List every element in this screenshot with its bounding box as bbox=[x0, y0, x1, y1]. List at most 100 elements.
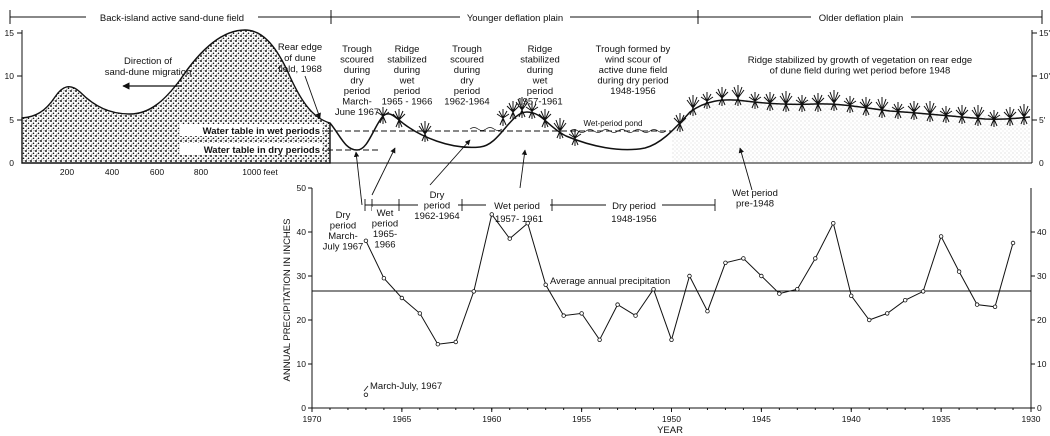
data-point bbox=[831, 220, 836, 226]
trough-1967-line: period bbox=[344, 86, 370, 97]
trough-1967-line: scoured bbox=[340, 55, 374, 66]
y-axis-label: ANNUAL PRECIPITATION IN INCHES bbox=[282, 219, 293, 382]
data-point bbox=[471, 289, 476, 294]
zone-bar: Back-island active sand-dune field Young… bbox=[9, 10, 1043, 24]
ridge-1957-line: period bbox=[527, 86, 553, 97]
vegetation-tuft bbox=[891, 102, 905, 119]
trough-1962-line: period bbox=[454, 86, 480, 97]
dry-1962-line: period bbox=[424, 201, 450, 212]
dry-1962-line: 1962-1964 bbox=[414, 211, 459, 222]
svg-text:Wet period: Wet period bbox=[494, 201, 540, 212]
migration-label: Direction of bbox=[124, 56, 172, 67]
vegetation-tuft bbox=[827, 90, 841, 111]
vegetation-tuft bbox=[673, 113, 687, 132]
vegetation bbox=[376, 85, 1031, 146]
vegetation-tuft bbox=[553, 118, 567, 139]
data-point bbox=[938, 234, 944, 239]
vegetation-tuft bbox=[1017, 104, 1031, 125]
x-tick-label: 1960 bbox=[482, 414, 501, 424]
vegetation-tuft bbox=[686, 95, 700, 116]
data-point bbox=[795, 287, 800, 292]
svg-text:1948-1956: 1948-1956 bbox=[611, 214, 656, 225]
svg-text:5: 5 bbox=[9, 115, 14, 125]
vegetation-tuft bbox=[748, 92, 762, 109]
ridge-1965-line: wet bbox=[399, 76, 415, 87]
svg-text:of dune: of dune bbox=[284, 53, 316, 64]
svg-text:5': 5' bbox=[1039, 115, 1046, 125]
trough-1967-line: dry bbox=[350, 76, 363, 87]
x-tick-label: 1940 bbox=[842, 414, 861, 424]
data-point bbox=[849, 293, 854, 298]
y-tick-label: 20 bbox=[297, 315, 307, 325]
data-point bbox=[561, 313, 566, 318]
x-tick-label: 1935 bbox=[932, 414, 951, 424]
zone-younger: Younger deflation plain bbox=[467, 13, 563, 24]
vegetation-tuft bbox=[795, 95, 809, 112]
ridge-1965-line: 1965 - 1966 bbox=[382, 97, 433, 108]
vegetation-tuft bbox=[955, 105, 969, 124]
vegetation-tuft bbox=[376, 107, 390, 124]
data-point bbox=[777, 291, 782, 296]
data-point bbox=[669, 337, 674, 342]
trough-1948-line: wind scour of bbox=[604, 55, 661, 66]
y-ticks-right: 0 10 20 30 40 bbox=[1031, 227, 1047, 413]
ridge-1965-line: stabilized bbox=[387, 55, 427, 66]
wet-pre1948-line: Wet period bbox=[732, 188, 778, 199]
data-point bbox=[741, 256, 746, 261]
data-point bbox=[597, 337, 602, 342]
vegetation-tuft bbox=[515, 97, 529, 118]
x-tick-label: 1955 bbox=[572, 414, 591, 424]
trough-1967-line: March- bbox=[342, 97, 372, 108]
data-point bbox=[417, 311, 423, 316]
x-tick-label: 1930 bbox=[1022, 414, 1041, 424]
ridge-1965-line: during bbox=[394, 65, 420, 76]
vegetation-tuft bbox=[971, 105, 985, 126]
x-axis-label: YEAR bbox=[657, 425, 683, 436]
trough-1967-line: during bbox=[344, 65, 370, 76]
data-point bbox=[902, 298, 908, 303]
zone-older: Older deflation plain bbox=[819, 13, 904, 24]
data-point bbox=[381, 276, 387, 281]
vegetation-tuft bbox=[987, 110, 1001, 127]
vegetation-tuft bbox=[731, 85, 745, 106]
y-tick-label-right: 20 bbox=[1037, 315, 1047, 325]
section-right-ticks: 15' 10' 5' 0 bbox=[1032, 28, 1050, 168]
trough-1948-line: during dry period bbox=[597, 76, 668, 87]
rear-edge-label: Rear edge of dune field, 1968 bbox=[278, 42, 322, 119]
y-tick-label-right: 10 bbox=[1037, 359, 1047, 369]
vegetation-tuft bbox=[779, 91, 793, 112]
data-point bbox=[723, 260, 728, 265]
trough-1967-line: June 1967 bbox=[335, 107, 379, 118]
vegetation-tuft bbox=[907, 101, 921, 120]
data-point bbox=[759, 273, 764, 279]
vegetation-tuft bbox=[525, 102, 539, 119]
ridge-1965-line: Ridge bbox=[395, 44, 420, 55]
x-ticks: 1970 1965 1960 1955 1950 1945 1940 1935 1930 bbox=[303, 408, 1041, 424]
vegetation-tuft bbox=[496, 109, 510, 126]
y-tick-label: 50 bbox=[297, 183, 307, 193]
data-point bbox=[885, 311, 890, 316]
ridge-1957-line: wet bbox=[532, 76, 548, 87]
data-point bbox=[956, 269, 962, 274]
water-wet-label: Water table in wet periods bbox=[203, 126, 320, 137]
data-point bbox=[992, 304, 998, 309]
ridge-1957-line: during bbox=[527, 65, 553, 76]
trough-1948-line: Trough formed by bbox=[596, 44, 671, 55]
svg-text:15: 15 bbox=[5, 28, 15, 38]
data-point bbox=[705, 309, 710, 314]
ridge-pre1948-line: Ridge stabilized by growth of vegetation… bbox=[748, 55, 972, 66]
vegetation-tuft bbox=[418, 121, 432, 142]
wet-1965-line: Wet bbox=[377, 208, 394, 219]
cross-section: 15 10 5 0 15' 10' 5' 0 200 400 600 800 1… bbox=[5, 28, 1050, 177]
data-point bbox=[399, 295, 405, 301]
dry-1967-line: Dry bbox=[336, 210, 351, 221]
trough-1967-line: Trough bbox=[342, 44, 372, 55]
vegetation-tuft bbox=[392, 109, 406, 128]
data-point bbox=[525, 220, 530, 226]
precipitation-series-line bbox=[365, 213, 1014, 345]
data-point bbox=[507, 236, 512, 241]
pond-waves bbox=[469, 127, 667, 133]
